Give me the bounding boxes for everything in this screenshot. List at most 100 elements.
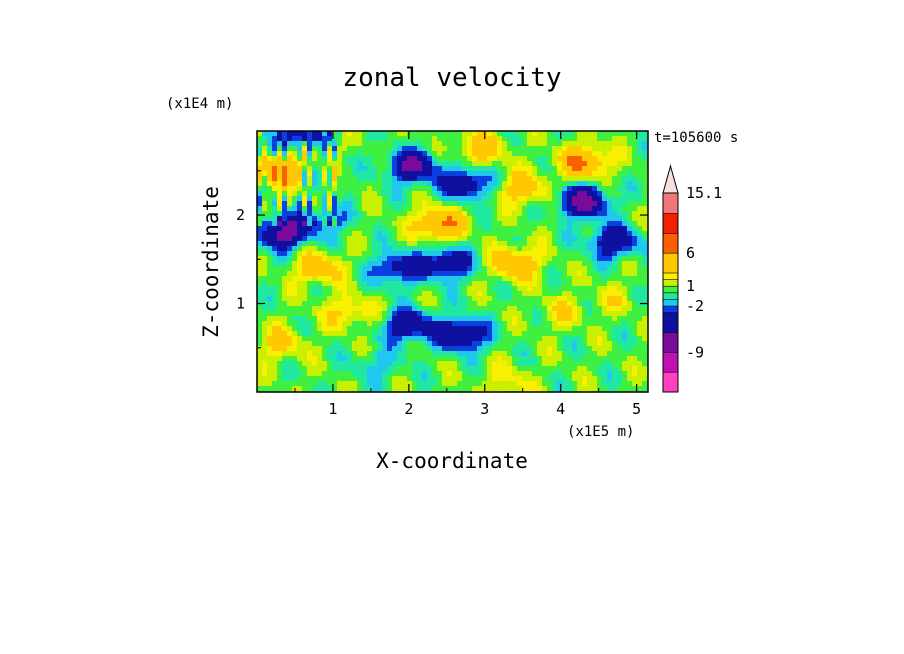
field-cell [387,171,393,177]
field-cell [287,256,293,262]
field-cell [612,176,618,182]
field-cell [392,341,398,347]
field-cell [452,371,458,377]
field-cell [367,176,373,182]
field-cell [482,356,488,362]
field-cell [347,216,353,222]
field-cell [377,216,383,222]
field-cell [297,366,303,372]
field-cell [502,151,508,157]
field-cell [412,361,418,367]
field-cell [392,231,398,237]
field-cell [537,161,543,167]
field-cell [502,361,508,367]
field-cell [627,151,633,157]
field-cell [272,206,278,212]
field-cell [632,326,638,332]
field-cell [477,196,483,202]
field-cell [567,166,573,172]
field-cell [532,361,538,367]
field-cell [322,261,328,267]
field-cell [607,371,613,377]
field-cell [257,286,263,292]
field-cell [332,331,338,337]
field-cell [357,316,363,322]
field-cell [642,336,648,342]
field-cell [627,241,633,247]
field-cell [357,281,363,287]
field-cell [522,381,528,387]
field-cell [427,226,433,232]
field-cell [577,266,583,272]
field-cell [307,201,313,207]
field-cell [377,141,383,147]
field-cell [287,236,293,242]
field-cell [637,176,643,182]
field-cell [282,311,288,317]
field-cell [617,201,623,207]
field-cell [517,326,523,332]
field-cell [302,371,308,377]
field-cell [502,366,508,372]
field-cell [422,341,428,347]
field-cell [472,226,478,232]
field-cell [332,371,338,377]
field-cell [372,336,378,342]
field-cell [562,316,568,322]
field-cell [567,186,573,192]
field-cell [637,231,643,237]
field-cell [317,311,323,317]
field-cell [507,271,513,277]
field-cell [307,376,313,382]
field-cell [507,356,513,362]
field-cell [562,236,568,242]
field-cell [467,206,473,212]
field-cell [282,251,288,257]
field-cell [532,191,538,197]
field-cell [572,291,578,297]
field-cell [552,286,558,292]
field-cell [377,286,383,292]
field-cell [547,376,553,382]
field-cell [472,156,478,162]
field-cell [282,286,288,292]
colorbar-band [663,299,678,307]
field-cell [272,171,278,177]
field-cell [342,366,348,372]
field-cell [542,286,548,292]
field-cell [312,141,318,147]
field-cell [287,146,293,152]
field-cell [297,326,303,332]
field-cell [392,371,398,377]
field-cell [427,211,433,217]
field-cell [397,221,403,227]
field-cell [417,381,423,387]
field-cell [562,216,568,222]
field-cell [477,341,483,347]
field-cell [302,321,308,327]
field-cell [532,226,538,232]
field-cell [342,261,348,267]
field-cell [347,226,353,232]
field-cell [592,326,598,332]
field-cell [307,306,313,312]
field-cell [527,331,533,337]
field-cell [292,326,298,332]
field-cell [602,211,608,217]
field-cell [487,256,493,262]
field-cell [612,316,618,322]
field-cell [482,291,488,297]
field-cell [367,221,373,227]
field-cell [427,371,433,377]
field-cell [302,276,308,282]
field-cell [277,371,283,377]
field-cell [612,196,618,202]
field-cell [452,311,458,317]
field-cell [447,246,453,252]
field-cell [557,171,563,177]
field-cell [452,346,458,352]
field-cell [297,176,303,182]
field-cell [592,176,598,182]
field-cell [572,251,578,257]
field-cell [402,221,408,227]
